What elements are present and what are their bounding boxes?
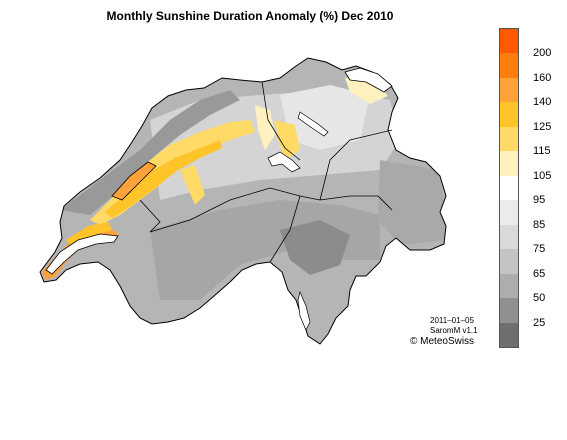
legend-tick-label: 65 [533,267,546,280]
lake-zurich [297,111,329,137]
legend-swatch [500,29,518,54]
legend-swatch [500,273,518,299]
lake-constance [344,67,393,93]
lake-neuchatel [111,161,157,201]
legend-tick-label: 85 [533,218,546,231]
legend-tick-label: 125 [533,120,552,133]
legend-tick-label: 200 [533,47,552,60]
legend-swatch [500,249,518,274]
legend-tick-label: 105 [533,169,552,182]
legend-swatch [500,77,518,103]
map-title: Monthly Sunshine Duration Anomaly (%) De… [106,9,394,23]
legend-swatch [500,200,518,225]
lake-geneva [45,233,119,275]
legend-swatch [500,151,518,176]
legend-tick-label: 140 [533,96,552,109]
sunny-spot-aargau [255,105,275,150]
sunny-spot-central [275,120,300,160]
legend-swatch [500,175,518,201]
ticino-dark-field [280,220,350,275]
legend-tick-label: 75 [533,243,546,256]
color-legend [499,28,519,348]
copyright: © MeteoSwiss [410,336,475,347]
legend-swatch [500,126,518,152]
legend-swatch [500,298,518,323]
lake-lucerne [267,151,301,173]
graubuenden-field [378,160,446,245]
legend-tick-label: 115 [533,145,551,158]
legend-tick-label: 50 [533,292,546,305]
legend-swatch [500,102,518,127]
issue-date: 2011–01–05 [430,316,474,325]
region-boundaries [139,81,393,263]
plateau-lighter-field [280,85,370,150]
sunny-band-core [105,140,222,218]
legend-tick-label: 160 [533,71,552,84]
legend-tick-label: 25 [533,316,546,329]
legend-swatch [500,53,518,78]
sunny-spot-bern [180,165,205,205]
jura-dark-field [60,90,240,215]
legend-swatch [500,322,518,347]
legend-swatch [500,224,518,250]
legend-tick-label: 95 [533,194,546,207]
product-version: SaromM v1.1 [430,326,478,335]
country-border [39,57,447,345]
lake-maggiore [297,290,311,331]
sunny-band-geneva [42,228,120,280]
anomaly-field [40,58,446,344]
